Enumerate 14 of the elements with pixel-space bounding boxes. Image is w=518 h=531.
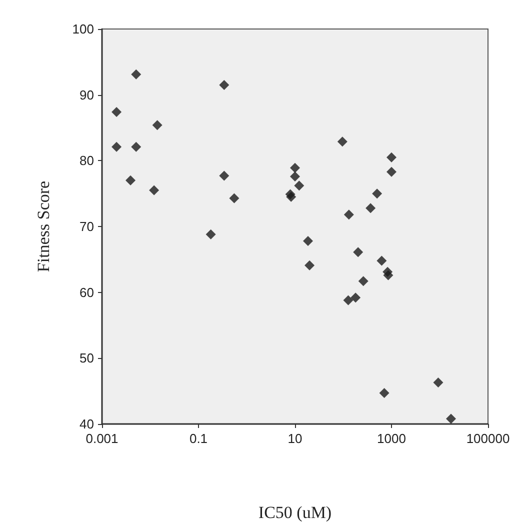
x-tick-label: 10: [288, 431, 302, 446]
y-tick-label: 90: [80, 87, 94, 102]
x-tick-label: 0.1: [189, 431, 208, 446]
y-tick-label: 100: [72, 22, 94, 36]
x-tick-label: 0.001: [86, 431, 118, 446]
y-tick-label: 50: [80, 350, 94, 366]
x-tick-label: 1000: [377, 431, 406, 446]
y-tick-label: 60: [80, 284, 94, 300]
x-axis-title: IC50 (uM): [258, 503, 332, 522]
x-tick-label: 100000: [466, 431, 510, 446]
y-tick-label: 70: [80, 219, 94, 234]
y-tick-label: 80: [80, 153, 94, 168]
y-tick-label: 40: [80, 416, 94, 432]
y-axis-title: Fitness Score: [34, 180, 53, 272]
